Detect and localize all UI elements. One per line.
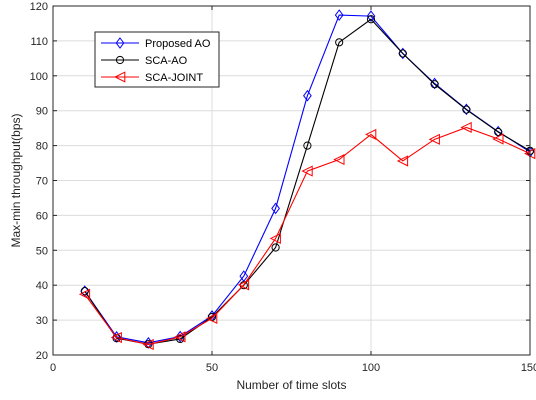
y-tick-label: 60	[36, 210, 48, 222]
x-tick-label: 0	[50, 362, 56, 374]
legend: Proposed AO SCA-AO SCA-JOINT	[94, 31, 220, 88]
y-tick-label: 80	[36, 141, 48, 153]
y-tick-label: 90	[36, 106, 48, 118]
data-point-sca-joint	[142, 338, 154, 351]
x-tick-label: 50	[206, 362, 218, 374]
series-line-sca-joint	[84, 126, 531, 346]
data-point-sca-joint	[78, 288, 91, 300]
data-point-proposed-ao	[366, 10, 376, 22]
x-tick-label: 150	[521, 362, 536, 374]
legend-item-proposed-ao: Proposed AO	[101, 37, 211, 50]
y-tick-label: 20	[36, 350, 48, 362]
y-tick-label: 70	[36, 176, 48, 188]
y-tick-label: 110	[30, 36, 48, 48]
y-tick-label: 30	[36, 315, 48, 327]
data-point-sca-joint	[460, 121, 472, 134]
data-point-proposed-ao	[271, 202, 280, 215]
data-point-sca-ao	[335, 38, 344, 47]
data-point-sca-ao	[494, 127, 503, 137]
legend-marker-proposed-ao	[115, 37, 125, 49]
legend-item-sca-joint: SCA-JOINT	[101, 71, 203, 84]
axis-ticks: 0 50 100 150 20 30 40 50 60 70 80 90 100 110 120	[30, 1, 536, 374]
y-tick-label: 40	[36, 280, 48, 292]
data-point-proposed-ao	[334, 9, 344, 21]
data-point-sca-ao	[303, 141, 312, 150]
legend-item-sca-ao: SCA-AO	[101, 55, 188, 67]
plot-frame	[52, 5, 531, 356]
data-point-sca-joint	[237, 279, 250, 291]
data-point-sca-joint	[301, 165, 313, 177]
series-sca-joint	[78, 121, 536, 351]
y-tick-label: 100	[30, 71, 48, 83]
y-tick-label: 50	[36, 245, 48, 257]
data-point-sca-joint	[206, 312, 218, 324]
data-point-sca-ao	[398, 49, 407, 58]
x-tick-label: 100	[362, 362, 380, 374]
data-point-sca-ao	[366, 15, 376, 24]
data-point-sca-joint	[492, 133, 504, 145]
legend-marker-sca-ao	[115, 55, 125, 65]
data-point-sca-joint	[110, 331, 122, 344]
data-point-sca-ao	[430, 80, 439, 89]
data-point-proposed-ao	[303, 89, 312, 102]
y-tick-label: 120	[30, 1, 48, 13]
data-point-proposed-ao	[398, 47, 408, 60]
data-point-sca-joint	[428, 133, 440, 145]
data-point-sca-joint	[174, 331, 186, 343]
x-axis-label: Number of time slots	[236, 378, 346, 392]
data-point-sca-ao	[271, 243, 280, 252]
legend-label-sca-ao: SCA-AO	[145, 55, 188, 67]
y-axis-label: Max-min throughput(bps)	[9, 113, 23, 247]
data-point-sca-joint	[269, 232, 281, 245]
legend-label-sca-joint: SCA-JOINT	[145, 72, 203, 84]
data-point-sca-ao	[176, 334, 185, 344]
data-point-sca-joint	[333, 153, 345, 166]
data-point-sca-joint	[365, 128, 377, 141]
legend-marker-sca-joint	[114, 71, 126, 83]
legend-label-proposed-ao: Proposed AO	[145, 38, 211, 50]
data-point-sca-joint	[396, 155, 409, 167]
data-point-sca-ao	[462, 105, 471, 114]
